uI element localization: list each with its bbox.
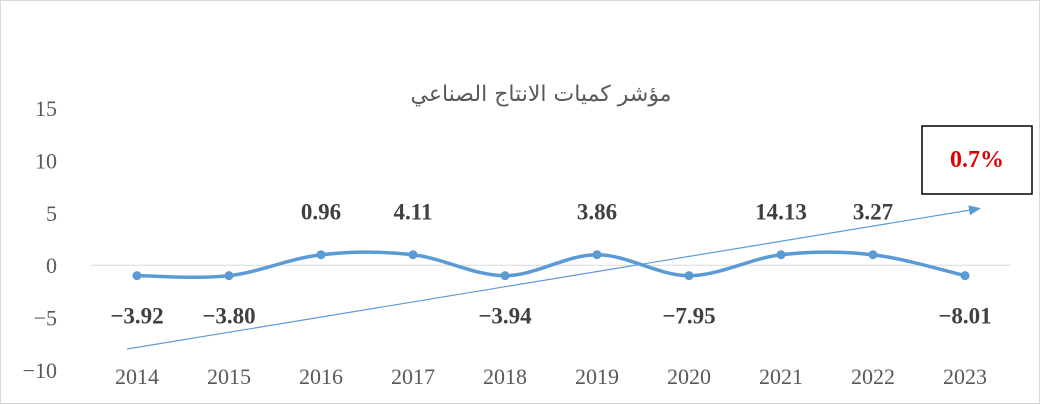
annotation-box [921, 125, 1033, 195]
y-tick-label: 15 [35, 96, 57, 121]
series-points [132, 250, 970, 281]
data-point [500, 271, 510, 281]
data-point [960, 271, 970, 281]
trend-arrow [126, 205, 981, 350]
x-tick-label: 2015 [207, 364, 251, 389]
data-point [776, 250, 786, 260]
data-label: −3.92 [110, 304, 163, 329]
x-tick-label: 2023 [943, 364, 987, 389]
y-tick-label: 10 [35, 148, 57, 173]
data-label: 3.86 [577, 200, 617, 225]
x-tick-label: 2019 [575, 364, 619, 389]
y-tick-label: −10 [23, 358, 57, 383]
data-label: 4.11 [394, 200, 433, 225]
x-tick-label: 2017 [391, 364, 435, 389]
x-tick-label: 2022 [851, 364, 895, 389]
data-label: −7.95 [662, 304, 715, 329]
data-labels: −3.92 −3.80 0.96 4.11 −3.94 3.86 −7.95 14.13 3.2… [110, 200, 991, 329]
x-tick-label: 2016 [299, 364, 343, 389]
data-label: −3.80 [202, 304, 255, 329]
data-point [224, 271, 234, 281]
data-label: −8.01 [938, 304, 991, 329]
annotation-text: 0.7% [950, 147, 1004, 173]
data-label: −3.94 [478, 304, 532, 329]
y-axis-ticks: 15 10 5 0 −5 −10 [23, 96, 57, 383]
data-label: 14.13 [755, 200, 807, 225]
x-axis-ticks: 2014 2015 2016 2017 2018 2019 2020 2021 2022 2023 [115, 364, 987, 389]
data-point [684, 271, 694, 281]
data-point [132, 271, 142, 281]
series-line [135, 250, 967, 279]
x-tick-label: 2014 [115, 364, 159, 389]
data-point [592, 250, 602, 260]
data-point [868, 250, 878, 260]
x-tick-label: 2018 [483, 364, 527, 389]
y-tick-label: 0 [46, 253, 57, 278]
data-label: 0.96 [301, 200, 341, 225]
y-tick-label: 5 [46, 201, 57, 226]
chart-title: مؤشر كميات الانتاج الصناعي [411, 82, 672, 107]
x-tick-label: 2021 [759, 364, 803, 389]
data-point [316, 250, 326, 260]
data-point [408, 250, 418, 260]
y-tick-label: −5 [34, 306, 57, 331]
x-tick-label: 2020 [667, 364, 711, 389]
data-label: 3.27 [853, 200, 893, 225]
